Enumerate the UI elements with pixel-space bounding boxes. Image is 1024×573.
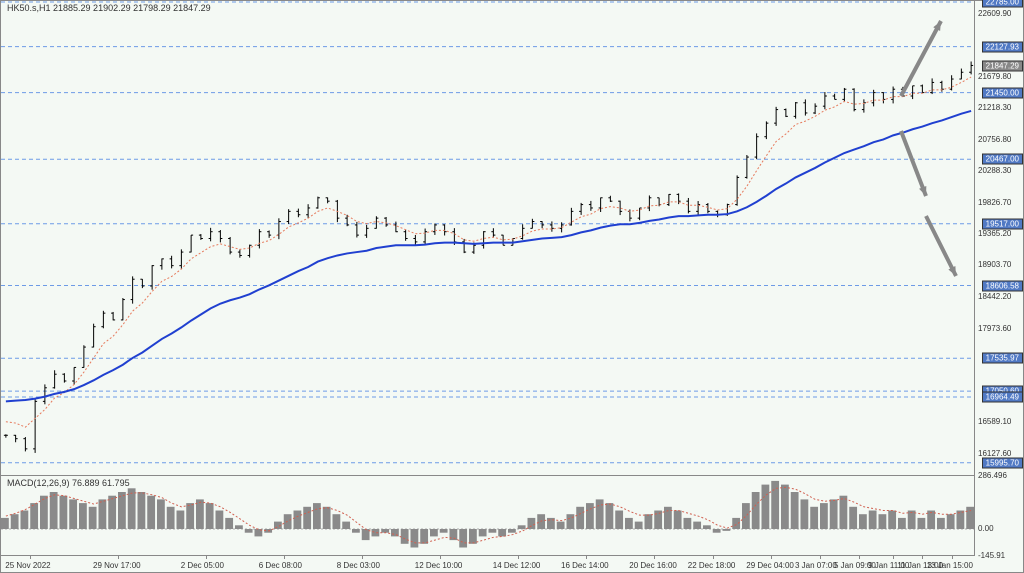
macd-y-tick-label: 0.00	[978, 524, 994, 533]
macd-title: MACD(12,26,9) 76.889 61.795	[7, 478, 130, 488]
h-line-label: 21450.00	[982, 87, 1023, 98]
y-tick-label: 18903.70	[978, 260, 1011, 269]
x-tick-label: 29 Nov 17:00	[93, 561, 141, 570]
x-tick-label: 8 Dec 03:00	[337, 561, 380, 570]
h-line-label: 17535.97	[982, 353, 1023, 364]
h-line-label: 22127.93	[982, 41, 1023, 52]
instrument-title: HK50.s,H1 21885.29 21902.29 21798.29 218…	[7, 3, 211, 13]
x-tick-label: 14 Dec 12:00	[493, 561, 541, 570]
y-axis-main: 22609.90 21679.80 21218.30 20756.80 20288.30…	[974, 1, 1023, 476]
h-line-label: 18606.58	[982, 280, 1023, 291]
y-tick-label: 16589.10	[978, 417, 1011, 426]
macd-indicator-panel[interactable]: MACD(12,26,9) 76.889 61.795	[1, 476, 976, 556]
x-tick-label: 13 Jan 15:00	[927, 561, 973, 570]
h-line-label: 15995.70	[982, 457, 1023, 468]
current-price-label: 21847.29	[982, 60, 1023, 71]
y-tick-label: 21679.80	[978, 72, 1011, 81]
y-tick-label: 19365.20	[978, 229, 1011, 238]
y-tick-label: 20756.80	[978, 135, 1011, 144]
y-tick-label: 21218.30	[978, 103, 1011, 112]
y-tick-label: 17973.60	[978, 324, 1011, 333]
x-tick-label: 20 Dec 16:00	[629, 561, 677, 570]
x-tick-label: 2 Dec 05:00	[181, 561, 224, 570]
h-line-label: 20467.00	[982, 154, 1023, 165]
y-tick-label: 19826.70	[978, 198, 1011, 207]
y-tick-label: 22609.90	[978, 9, 1011, 18]
x-tick-label: 6 Dec 08:00	[259, 561, 302, 570]
y-tick-label: 20288.30	[978, 166, 1011, 175]
x-tick-label: 3 Jan 07:00	[795, 561, 837, 570]
chart-container: HK50.s,H1 21885.29 21902.29 21798.29 218…	[0, 0, 1024, 573]
h-line-label: 19517.00	[982, 218, 1023, 229]
y-tick-label: 18442.20	[978, 292, 1011, 301]
x-tick-label: 29 Dec 04:00	[746, 561, 794, 570]
h-line-label: 22785.00	[982, 0, 1023, 8]
x-tick-label: 12 Dec 10:00	[415, 561, 463, 570]
y-axis-macd: 286.4960.00-145.91	[974, 476, 1023, 556]
x-axis: 25 Nov 2022 29 Nov 17:00 2 Dec 05:00 6 Dec …	[1, 555, 976, 572]
main-price-chart[interactable]	[1, 1, 976, 476]
h-line-label: 16964.49	[982, 391, 1023, 402]
macd-y-tick-label: -145.91	[978, 551, 1005, 560]
macd-y-tick-label: 286.496	[978, 471, 1007, 480]
x-tick-label: 22 Dec 18:00	[688, 561, 736, 570]
x-tick-label: 16 Dec 14:00	[561, 561, 609, 570]
x-tick-label: 25 Nov 2022	[5, 561, 50, 570]
